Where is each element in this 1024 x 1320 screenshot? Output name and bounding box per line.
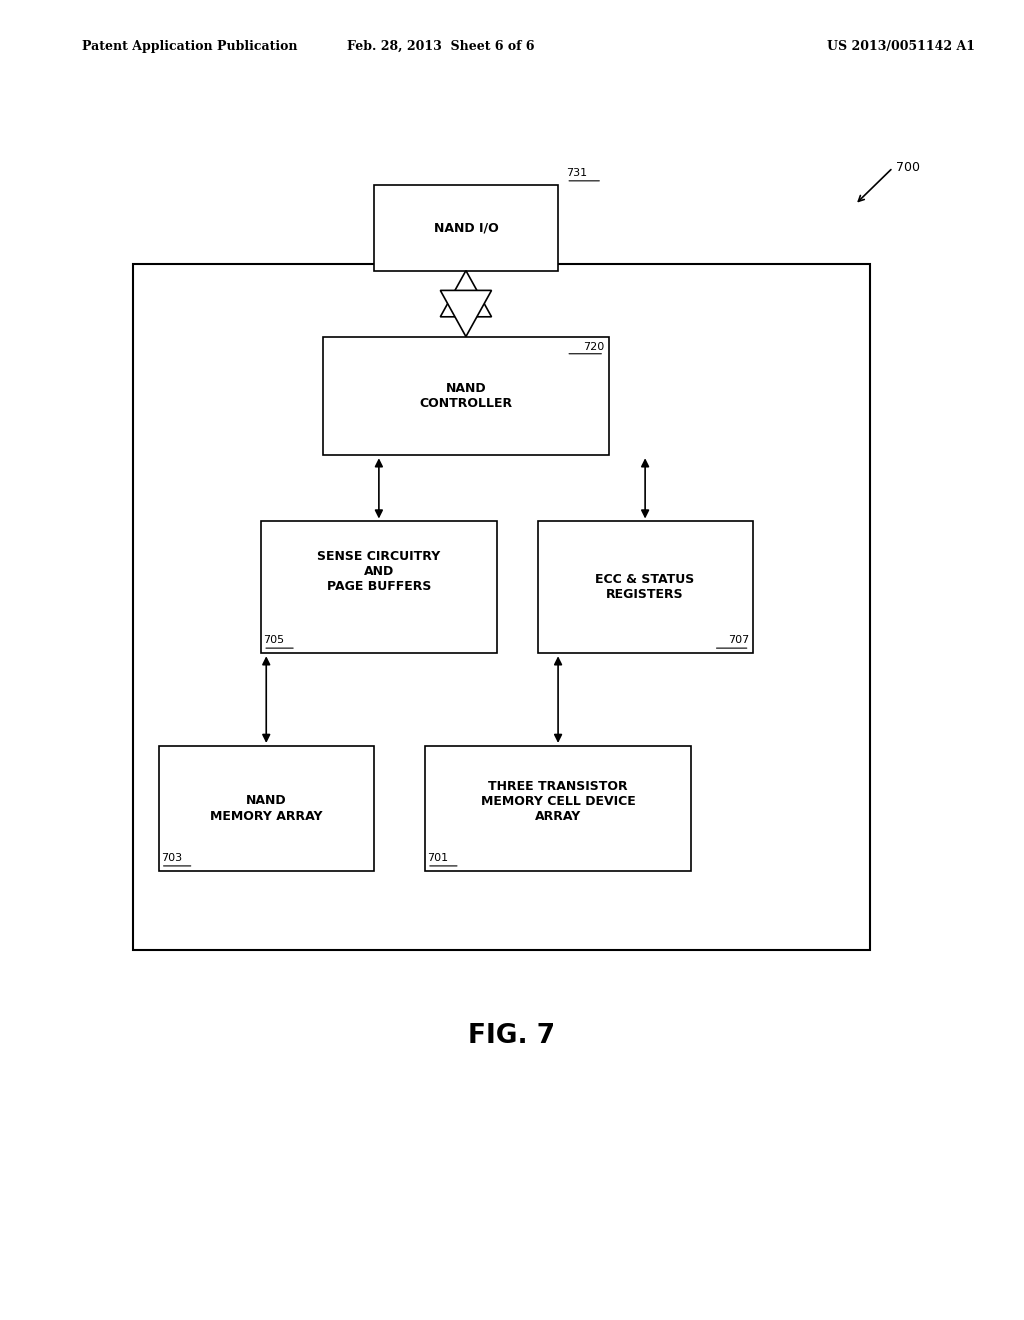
Text: NAND I/O: NAND I/O xyxy=(433,222,499,234)
Text: 700: 700 xyxy=(896,161,920,174)
Text: SENSE CIRCUITRY
AND
PAGE BUFFERS: SENSE CIRCUITRY AND PAGE BUFFERS xyxy=(317,550,440,593)
Text: US 2013/0051142 A1: US 2013/0051142 A1 xyxy=(827,40,975,53)
Text: 703: 703 xyxy=(161,853,182,863)
Text: ECC & STATUS
REGISTERS: ECC & STATUS REGISTERS xyxy=(596,573,694,602)
Bar xyxy=(425,746,691,871)
Text: 707: 707 xyxy=(728,635,750,645)
Polygon shape xyxy=(440,271,492,317)
Text: 720: 720 xyxy=(583,342,604,352)
Bar xyxy=(159,746,374,871)
Text: 705: 705 xyxy=(263,635,285,645)
Text: 731: 731 xyxy=(566,168,588,178)
Text: NAND
MEMORY ARRAY: NAND MEMORY ARRAY xyxy=(210,795,323,822)
Bar xyxy=(261,521,497,653)
Bar xyxy=(538,521,753,653)
Polygon shape xyxy=(440,290,492,337)
Text: Feb. 28, 2013  Sheet 6 of 6: Feb. 28, 2013 Sheet 6 of 6 xyxy=(346,40,535,53)
Text: NAND
CONTROLLER: NAND CONTROLLER xyxy=(420,381,512,411)
Text: Patent Application Publication: Patent Application Publication xyxy=(82,40,297,53)
Bar xyxy=(374,185,558,271)
Text: 701: 701 xyxy=(427,853,449,863)
Bar xyxy=(323,337,609,455)
Bar xyxy=(133,264,870,950)
Text: FIG. 7: FIG. 7 xyxy=(468,1023,556,1049)
Text: THREE TRANSISTOR
MEMORY CELL DEVICE
ARRAY: THREE TRANSISTOR MEMORY CELL DEVICE ARRA… xyxy=(480,780,636,824)
